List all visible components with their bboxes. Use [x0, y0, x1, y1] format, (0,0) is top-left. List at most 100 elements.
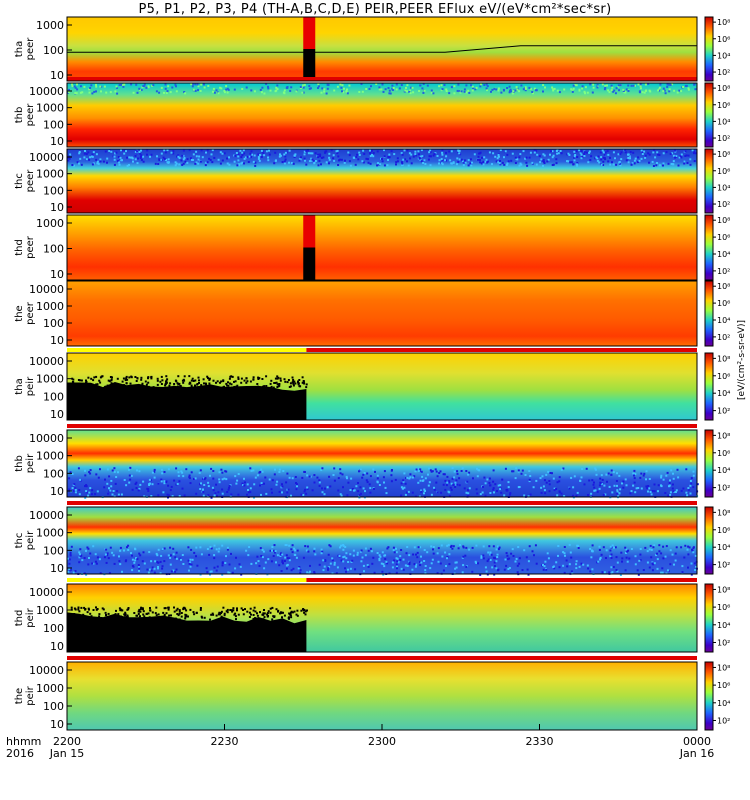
spectrogram-field	[67, 83, 697, 147]
colorbar-tick-label: 10⁴	[717, 543, 730, 552]
y-tick-label: 1000	[36, 217, 64, 230]
probe-label: thb	[14, 455, 25, 472]
spectrogram-field	[67, 430, 697, 497]
colorbar-tick-label: 10⁸	[717, 282, 730, 291]
panel-thb-peir: 10 100 1000 10000 thb peir 10⁸ 10⁶ 10⁴ 10²	[14, 429, 730, 499]
colorbar	[704, 16, 714, 82]
probe-label: thd	[14, 610, 25, 627]
probe-label: thc	[14, 173, 25, 189]
status-bar-left	[67, 578, 307, 582]
species-label: peer	[25, 235, 36, 259]
colorbar-tick-label: 10⁸	[717, 663, 730, 672]
colorbar-tick-label: 10⁸	[717, 508, 730, 517]
panel-thd-peer: 10 100 1000 thd peer 10⁸ 10⁶ 10⁴ 10²	[14, 214, 730, 281]
colorbar	[704, 506, 714, 575]
x-tick-date: Jan 16	[679, 747, 714, 760]
colorbar-tick-label: 10⁶	[717, 233, 730, 242]
y-tick-label: 1000	[36, 682, 64, 695]
y-tick-label: 100	[43, 622, 64, 635]
colorbar-tick-label: 10⁴	[717, 699, 730, 708]
colorbar-tick-label: 10⁴	[717, 117, 730, 126]
y-tick-label: 10000	[29, 586, 64, 599]
y-tick-label: 10	[50, 718, 64, 731]
probe-label: tha	[14, 378, 25, 394]
spectrogram-field	[67, 215, 697, 280]
colorbar-tick-label: 10²	[717, 68, 730, 77]
spectrogram-field	[67, 17, 697, 81]
y-tick-label: 1000	[36, 373, 64, 386]
y-tick-label: 10	[50, 334, 64, 347]
y-tick-label: 10	[50, 485, 64, 498]
colorbar-tick-label: 10⁸	[717, 431, 730, 440]
y-tick-label: 10	[50, 640, 64, 653]
y-tick-label: 1000	[36, 102, 64, 115]
spectrogram-field	[67, 662, 697, 730]
colorbar-tick-label: 10⁶	[717, 35, 730, 44]
y-tick-label: 1000	[36, 527, 64, 540]
status-bar	[67, 424, 697, 428]
potential-line	[67, 45, 697, 53]
colorbar-tick-label: 10⁶	[717, 449, 730, 458]
panel-frame	[66, 16, 698, 82]
y-tick-label: 100	[43, 317, 64, 330]
spectrogram-texture	[67, 149, 697, 167]
panel-frame	[66, 352, 698, 421]
status-bar	[67, 578, 697, 582]
colorbar-tick-label: 10⁸	[717, 84, 730, 93]
colorbar-tick-label: 10⁴	[717, 389, 730, 398]
y-tick-label: 100	[43, 44, 64, 57]
panel-tha-peir: 10 100 1000 10000 tha peir 10⁸ 10⁶ 10⁴ 10²	[14, 352, 730, 421]
species-label: peir	[25, 530, 36, 550]
colorbar-tick-label: 10⁴	[717, 466, 730, 475]
y-tick-label: 10000	[29, 283, 64, 296]
y-tick-label: 10000	[29, 355, 64, 368]
y-tick-label: 1000	[36, 19, 64, 32]
data-gap-region	[67, 611, 307, 652]
y-tick-label: 100	[43, 243, 64, 256]
y-tick-label: 10	[50, 408, 64, 421]
panel-the-peer: 10 100 1000 10000 the peer 10⁸ 10⁶ 10⁴ 10²	[14, 280, 730, 347]
probe-label: the	[14, 305, 25, 321]
panel-frame	[66, 429, 698, 498]
colorbar-tick-label: 10²	[717, 561, 730, 570]
probe-label: thd	[14, 239, 25, 256]
status-bar-right	[306, 348, 697, 352]
y-tick-label: 10	[50, 201, 64, 214]
colorbar	[704, 280, 714, 347]
x-tick-date: Jan 15	[49, 747, 84, 760]
y-tick-label: 10000	[29, 85, 64, 98]
species-label: peir	[25, 453, 36, 473]
species-label: peir	[25, 607, 36, 627]
probe-label: thb	[14, 107, 25, 124]
colorbar	[704, 82, 714, 148]
status-bar-left	[67, 348, 307, 352]
y-tick-label: 100	[43, 184, 64, 197]
status-bar	[67, 656, 697, 660]
y-tick-label: 10000	[29, 432, 64, 445]
species-label: peer	[25, 169, 36, 193]
bottom-band	[67, 77, 697, 81]
status-bar-right	[67, 424, 697, 428]
colorbar-tick-label: 10⁴	[717, 183, 730, 192]
x-row-label: 2016	[6, 747, 34, 760]
colorbar-tick-label: 10⁸	[717, 18, 730, 27]
colorbar-tick-label: 10²	[717, 407, 730, 416]
species-label: peer	[25, 103, 36, 127]
colorbar-tick-label: 10⁸	[717, 585, 730, 594]
colorbar-tick-label: 10⁶	[717, 526, 730, 535]
panel-thc-peer: 10 100 1000 10000 thc peer 10⁸ 10⁶ 10⁴ 10²	[14, 148, 730, 214]
colorbar-tick-label: 10²	[717, 267, 730, 276]
colorbar	[704, 352, 714, 421]
colorbar-units-label: [eV/(cm²-s-sr-eV)]	[737, 319, 747, 400]
x-row-label: hhmm	[6, 735, 41, 748]
y-tick-label: 1000	[36, 300, 64, 313]
colorbar-tick-label: 10²	[717, 638, 730, 647]
panel-frame	[66, 583, 698, 653]
colorbar-tick-label: 10⁴	[717, 621, 730, 630]
x-tick-label: 0000	[683, 735, 711, 748]
colorbar-tick-label: 10⁸	[717, 216, 730, 225]
x-tick-label: 2230	[211, 735, 239, 748]
y-tick-label: 10	[50, 268, 64, 281]
colorbar-tick-label: 10⁴	[717, 51, 730, 60]
